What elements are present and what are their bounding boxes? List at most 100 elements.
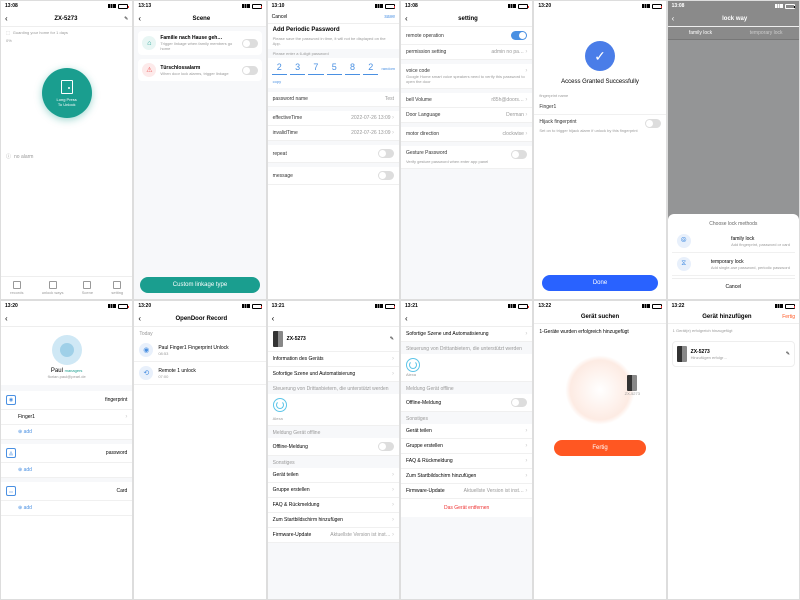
row-lang[interactable]: Door LanguageDerman › — [401, 108, 532, 123]
opt-temp[interactable]: ⧖ temporary lockAdd single-use password,… — [672, 253, 795, 276]
lock-icon: ⦾ — [677, 234, 691, 248]
door-icon — [61, 80, 73, 94]
alarm-icon: ⚠ — [142, 63, 156, 77]
card-icon: ▭ — [6, 486, 16, 496]
row-home[interactable]: Zum Startbildschirm hinzufügen› — [401, 469, 532, 484]
card-add[interactable]: ⊕ add — [1, 501, 132, 516]
group-fp: ◉ fingerprint — [1, 391, 132, 410]
screen-device-info: 13:21 ‹ ZX-5273 ✎ Information des Geräts… — [267, 300, 400, 600]
password-input[interactable]: 237 582 random — [268, 58, 399, 79]
device-card[interactable]: ZX-5273Hinzufügen erfolgr… ✎ — [672, 341, 795, 367]
page-title: setting — [408, 16, 529, 22]
action-sheet: Choose lock methods ⦾ family lockAdd fin… — [668, 214, 799, 299]
tab-scene[interactable]: Scene — [82, 281, 93, 295]
edit-icon[interactable]: ✎ — [124, 16, 128, 22]
cancel-button[interactable]: Cancel — [272, 14, 288, 20]
alarm-text: no alarm — [14, 154, 33, 160]
done-link[interactable]: Fertig — [782, 314, 795, 320]
row-invalid[interactable]: invalidTime2022-07-26 13:09 › — [268, 126, 399, 141]
row-offline: Offline-Meldung — [401, 394, 532, 412]
alexa-row[interactable]: Alexa — [401, 354, 532, 382]
row-fw[interactable]: Firmware-UpdateAktuellste Version ist in… — [268, 528, 399, 543]
tab-records[interactable]: records — [10, 281, 23, 295]
password-icon: ⁂ — [6, 448, 16, 458]
screen-granted: 13:20 ✓ Access Granted Successfully fing… — [533, 0, 666, 300]
time: 13:08 — [5, 3, 18, 9]
record-item[interactable]: ◉ Paul Finger1 Fingerprint Unlock08:53 — [134, 339, 265, 362]
toggle[interactable] — [242, 39, 258, 48]
alexa-icon — [406, 358, 420, 372]
fp-add[interactable]: ⊕ add — [1, 425, 132, 440]
screen-add-device: 13:22 Gerät hinzufügenFertig 1 Gerät(e) … — [667, 300, 800, 600]
opt-family[interactable]: ⦾ family lockAdd fingerprint, password o… — [672, 230, 795, 253]
alexa-row[interactable]: Alexa — [268, 394, 399, 426]
row-faq[interactable]: FAQ & Rückmeldung› — [401, 454, 532, 469]
edit-icon[interactable]: ✎ — [390, 336, 394, 342]
remove-button[interactable]: Das Gerät entfernen — [401, 499, 532, 517]
done-button[interactable]: Done — [542, 275, 657, 291]
shield-icon: ⬚ — [6, 30, 10, 35]
fingerprint-icon: ◉ — [139, 343, 153, 357]
fingerprint-icon: ◉ — [6, 395, 16, 405]
unlock-button[interactable]: Long Press To Unlock — [42, 68, 92, 118]
screen-device-info2: 13:21 ‹ Sofortige Szene und Automatisier… — [400, 300, 533, 600]
scene-card-alarm[interactable]: ⚠ TürschlossalarmWhen door lock alarms, … — [138, 59, 261, 81]
screen-search: 13:22 Gerät suchen 1-Geräte wurden erfol… — [533, 300, 666, 600]
save-button[interactable]: save — [384, 14, 395, 20]
row-hijack: Hijack fingerprint Set on to trigger hij… — [534, 115, 665, 137]
done-button[interactable]: Fertig — [554, 440, 645, 456]
row-motor[interactable]: motor directionclockwise › — [401, 127, 532, 142]
screen-record: 13:20 ‹OpenDoor Record Today ◉ Paul Fing… — [133, 300, 266, 600]
row-permission[interactable]: permission settingadmin no pa… › — [401, 45, 532, 60]
remote-icon: ⟲ — [139, 366, 153, 380]
row-voice[interactable]: voice code› Google Home smart voice spea… — [401, 64, 532, 89]
pct: 0% — [1, 38, 132, 43]
row-pwname[interactable]: password nameTest — [268, 92, 399, 107]
scene-card-family[interactable]: ⌂ Familie nach Hause geh…Trigger linkage… — [138, 31, 261, 55]
copy-link[interactable]: copy — [268, 79, 399, 88]
pw-add[interactable]: ⊕ add — [1, 463, 132, 478]
random-link[interactable]: random — [381, 66, 395, 71]
edit-icon[interactable]: ✎ — [786, 351, 790, 357]
device-header[interactable]: ZX-5273 ✎ — [268, 327, 399, 352]
screen-user: 13:20 ‹ Paul managers florian.paul@pearl… — [0, 300, 133, 600]
alexa-icon — [273, 398, 287, 412]
custom-linkage-button[interactable]: Custom linkage type — [140, 277, 259, 293]
row-bell[interactable]: bell Volumer85h@doors… › — [401, 93, 532, 108]
tab-setting[interactable]: setting — [111, 281, 123, 295]
page-title: Gerät hinzufügen — [672, 314, 783, 320]
back-icon[interactable]: ‹ — [5, 314, 8, 323]
record-item[interactable]: ⟲ Remote 1 unlock07:00 — [134, 362, 265, 385]
row-effective[interactable]: effectiveTime2022-07-26 13:09 › — [268, 111, 399, 126]
tab-temp[interactable]: temporary lock — [733, 27, 799, 39]
toggle[interactable] — [242, 66, 258, 75]
row-share[interactable]: Gerät teilen› — [268, 468, 399, 483]
status-bar: 13:08 — [1, 1, 132, 11]
row-remote: remote operation — [401, 27, 532, 45]
home-icon: ⌂ — [142, 36, 156, 50]
fp-item[interactable]: Finger1› — [1, 410, 132, 425]
row-info[interactable]: Information des Geräts› — [268, 352, 399, 367]
row-group[interactable]: Gruppe erstellen› — [401, 439, 532, 454]
tab-family[interactable]: family lock — [668, 27, 734, 39]
back-icon[interactable]: ‹ — [272, 314, 275, 323]
row-fw[interactable]: Firmware-UpdateAktuellste Version ist in… — [401, 484, 532, 499]
hint: Please save the password in time, it wil… — [268, 36, 399, 49]
row-auto[interactable]: Sofortige Szene und Automatisierung› — [401, 327, 532, 342]
clock-icon: ⧖ — [677, 257, 691, 271]
row-home[interactable]: Zum Startbildschirm hinzufügen› — [268, 513, 399, 528]
back-icon[interactable]: ‹ — [405, 314, 408, 323]
row-share[interactable]: Gerät teilen› — [401, 424, 532, 439]
cancel-button[interactable]: Cancel — [672, 278, 795, 295]
fp-name[interactable]: Finger1 — [534, 100, 665, 115]
header: ‹ ZX-5273 ✎ — [1, 11, 132, 27]
check-icon: ✓ — [585, 41, 615, 71]
screen-setting: 13:08 ‹setting remote operation permissi… — [400, 0, 533, 300]
msg: 1 Gerät(e) erfolgreich hinzugefügt — [668, 324, 799, 337]
avatar — [52, 335, 82, 365]
device-icon — [627, 375, 637, 391]
row-group[interactable]: Gruppe erstellen› — [268, 483, 399, 498]
row-auto[interactable]: Sofortige Szene und Automatisierung› — [268, 367, 399, 382]
row-faq[interactable]: FAQ & Rückmeldung› — [268, 498, 399, 513]
tab-unlock[interactable]: unlock ways — [42, 281, 64, 295]
